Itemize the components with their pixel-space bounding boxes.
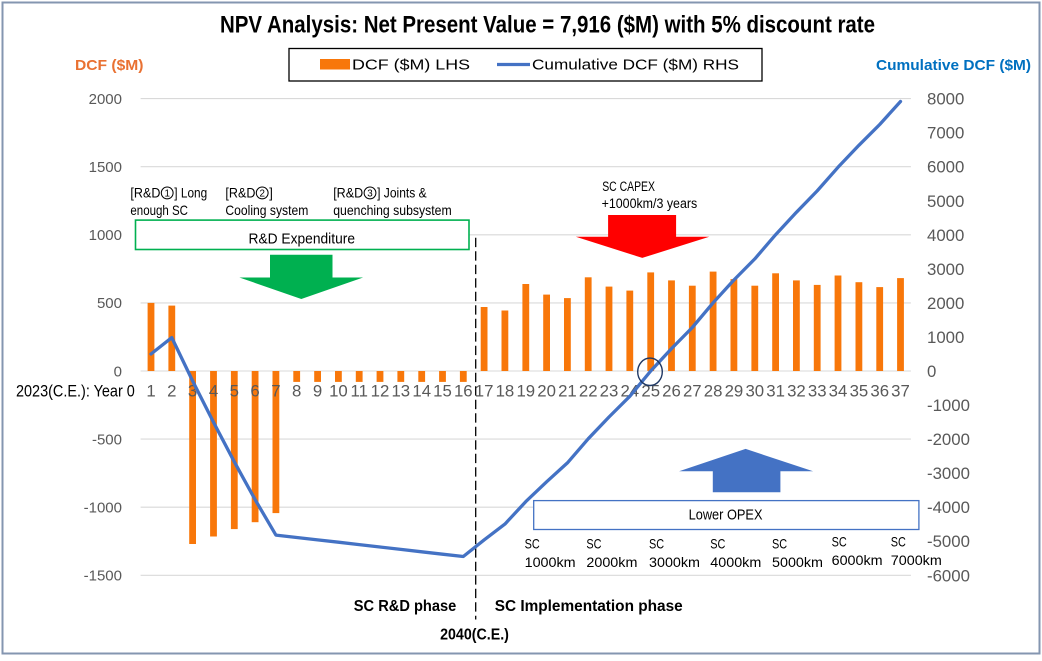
svg-text:29: 29: [725, 382, 744, 401]
svg-text:SC: SC: [586, 536, 601, 552]
svg-text:16: 16: [454, 382, 473, 401]
svg-text:20: 20: [537, 382, 556, 401]
svg-text:-1500: -1500: [84, 568, 122, 585]
svg-text:[R&D: [R&D: [130, 185, 160, 201]
svg-text:11: 11: [350, 382, 367, 401]
svg-text:8: 8: [292, 382, 301, 401]
svg-text:-3000: -3000: [927, 464, 970, 483]
svg-text:28: 28: [704, 382, 723, 401]
svg-text:18: 18: [496, 382, 515, 401]
svg-text:30: 30: [745, 382, 764, 401]
svg-text:SC: SC: [891, 534, 906, 550]
svg-text:7000: 7000: [927, 124, 964, 143]
svg-text:22: 22: [579, 382, 598, 401]
svg-text:9: 9: [313, 382, 322, 401]
svg-text:2000: 2000: [927, 294, 964, 313]
svg-text:3000: 3000: [927, 260, 964, 279]
svg-text:] Long: ] Long: [174, 185, 207, 201]
svg-text:25: 25: [641, 382, 660, 401]
svg-text:500: 500: [97, 295, 122, 312]
svg-text:SC: SC: [772, 536, 787, 552]
svg-text:31: 31: [766, 382, 785, 401]
svg-text:DCF ($M) LHS: DCF ($M) LHS: [352, 58, 470, 74]
svg-text:Cooling system: Cooling system: [225, 202, 308, 218]
svg-text:1: 1: [164, 189, 169, 200]
svg-text:1000km: 1000km: [525, 554, 576, 570]
svg-text:Cumulative DCF ($M) RHS: Cumulative DCF ($M) RHS: [532, 58, 739, 74]
svg-text:[R&D: [R&D: [225, 185, 255, 201]
svg-text:15: 15: [433, 382, 452, 401]
svg-text:] Joints &: ] Joints &: [377, 185, 427, 201]
svg-text:SC R&D phase: SC R&D phase: [354, 598, 457, 615]
svg-text:1: 1: [146, 382, 155, 401]
svg-text:[R&D: [R&D: [333, 185, 363, 201]
svg-text:1000: 1000: [927, 328, 964, 347]
svg-text:6000: 6000: [927, 158, 964, 177]
svg-text:SC: SC: [710, 536, 725, 552]
svg-text:2: 2: [167, 382, 176, 401]
svg-text:quenching subsystem: quenching subsystem: [333, 202, 452, 218]
svg-text:+1000km/3 years: +1000km/3 years: [602, 196, 698, 211]
svg-text:1500: 1500: [89, 159, 122, 176]
svg-text:SC Implementation phase: SC Implementation phase: [495, 598, 683, 615]
svg-text:36: 36: [870, 382, 889, 401]
svg-text:14: 14: [412, 382, 431, 401]
svg-text:32: 32: [787, 382, 806, 401]
svg-text:8000: 8000: [927, 90, 964, 109]
svg-text:17: 17: [475, 382, 494, 401]
svg-text:2000km: 2000km: [586, 554, 637, 570]
svg-text:-5000: -5000: [927, 532, 970, 551]
svg-text:3000km: 3000km: [649, 554, 700, 570]
svg-text:2023(C.E.): Year 0: 2023(C.E.): Year 0: [16, 382, 135, 401]
svg-text:34: 34: [829, 382, 848, 401]
svg-text:7000km: 7000km: [891, 552, 942, 568]
svg-text:Lower OPEX: Lower OPEX: [689, 508, 763, 524]
svg-text:21: 21: [558, 382, 577, 401]
svg-text:-6000: -6000: [927, 566, 970, 585]
svg-text:DCF ($M): DCF ($M): [75, 57, 144, 74]
svg-text:4000km: 4000km: [710, 554, 761, 570]
svg-text:19: 19: [516, 382, 535, 401]
svg-text:-4000: -4000: [927, 498, 970, 517]
svg-text:37: 37: [891, 382, 910, 401]
svg-text:2000: 2000: [89, 91, 122, 108]
svg-text:27: 27: [683, 382, 702, 401]
svg-text:-500: -500: [92, 431, 122, 448]
svg-text:4: 4: [209, 382, 218, 401]
svg-text:12: 12: [371, 382, 390, 401]
svg-text:R&D Expenditure: R&D Expenditure: [249, 232, 356, 248]
svg-text:-1000: -1000: [84, 500, 122, 517]
svg-text:5000: 5000: [927, 192, 964, 211]
svg-text:enough SC: enough SC: [130, 202, 188, 218]
svg-text:-1000: -1000: [927, 396, 970, 415]
svg-text:SC: SC: [525, 536, 540, 552]
svg-text:7: 7: [271, 382, 280, 401]
svg-text:26: 26: [662, 382, 681, 401]
svg-text:2040(C.E.): 2040(C.E.): [440, 627, 509, 644]
svg-text:33: 33: [808, 382, 827, 401]
svg-text:Cumulative DCF ($M): Cumulative DCF ($M): [876, 57, 1031, 74]
svg-text:3: 3: [367, 189, 373, 200]
svg-text:]: ]: [269, 185, 273, 201]
svg-text:35: 35: [850, 382, 869, 401]
svg-text:24: 24: [620, 382, 639, 401]
svg-text:13: 13: [391, 382, 410, 401]
svg-text:NPV Analysis: Net Present Valu: NPV Analysis: Net Present Value = 7,916 …: [220, 12, 875, 39]
svg-text:0: 0: [114, 363, 122, 380]
svg-text:SC: SC: [649, 536, 664, 552]
svg-text:2: 2: [259, 189, 264, 200]
svg-text:SC: SC: [832, 534, 847, 550]
svg-text:5000km: 5000km: [772, 554, 823, 570]
svg-text:0: 0: [927, 362, 936, 381]
svg-text:1000: 1000: [89, 227, 122, 244]
svg-text:23: 23: [600, 382, 619, 401]
svg-text:4000: 4000: [927, 226, 964, 245]
svg-text:3: 3: [188, 382, 197, 401]
svg-text:-2000: -2000: [927, 430, 970, 449]
svg-text:6: 6: [250, 382, 259, 401]
svg-text:5: 5: [230, 382, 239, 401]
svg-text:SC CAPEX: SC CAPEX: [602, 179, 655, 194]
svg-text:10: 10: [329, 382, 348, 401]
svg-text:6000km: 6000km: [832, 552, 883, 568]
